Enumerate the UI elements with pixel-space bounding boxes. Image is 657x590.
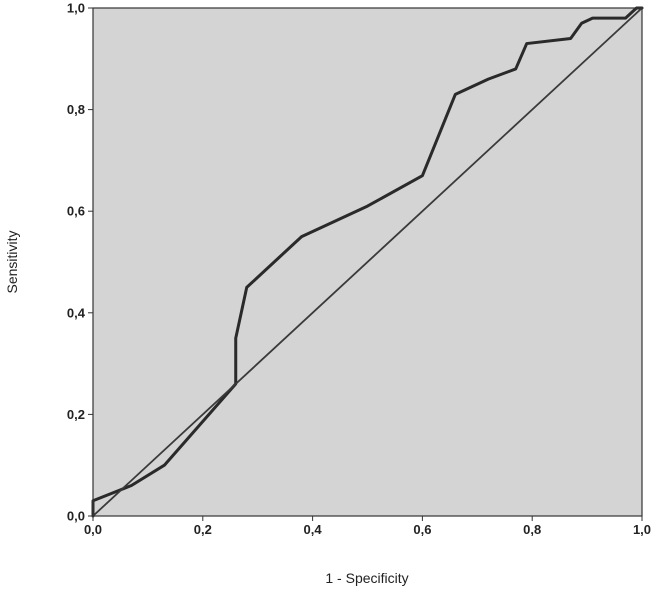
x-tick-label: 0,8 bbox=[523, 522, 541, 537]
y-tick-label: 0,0 bbox=[67, 509, 85, 524]
y-tick-label: 0,2 bbox=[67, 407, 85, 422]
y-axis-ticks: 0,0 0,2 0,4 0,6 0,8 1,0 bbox=[67, 1, 93, 524]
series-layer bbox=[91, 6, 644, 518]
x-tick-label: 0,0 bbox=[84, 522, 102, 537]
x-tick-label: 1,0 bbox=[633, 522, 651, 537]
y-tick-label: 0,4 bbox=[67, 305, 86, 320]
plot-frame bbox=[92, 7, 643, 517]
x-axis-title: 1 - Specificity bbox=[325, 570, 408, 586]
roc-curve-line bbox=[91, 6, 644, 518]
y-axis-title: Sensitivity bbox=[4, 230, 20, 293]
x-tick-label: 0,4 bbox=[304, 522, 323, 537]
reference-diagonal-line bbox=[92, 7, 643, 517]
x-tick-label: 0,2 bbox=[194, 522, 212, 537]
x-axis-ticks: 0,0 0,2 0,4 0,6 0,8 1,0 bbox=[84, 516, 651, 537]
y-tick-label: 0,8 bbox=[67, 102, 85, 117]
y-tick-label: 0,6 bbox=[67, 204, 85, 219]
y-tick-label: 1,0 bbox=[67, 1, 85, 16]
x-tick-label: 0,6 bbox=[413, 522, 431, 537]
